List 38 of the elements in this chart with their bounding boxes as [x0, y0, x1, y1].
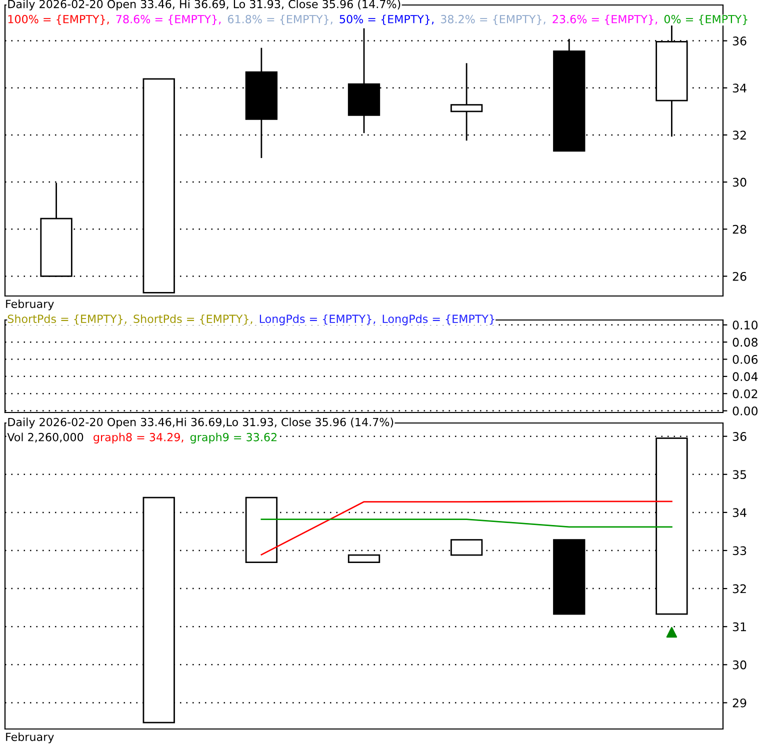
text: graph9 = 33.62	[190, 432, 276, 444]
y-tick-label: 30	[732, 660, 746, 670]
legend-label: 100% = {EMPTY},	[8, 14, 109, 25]
y-tick-label: 0.10	[732, 320, 758, 330]
y-tick-label: 36	[732, 432, 746, 441]
y-tick-label: 0.00	[732, 406, 758, 416]
chart-title: Daily 2026-02-20 Open 33.46,Hi 36.69,Lo 31.93, Close 35.96 (14.7%)	[8, 418, 394, 428]
y-tick-label: 33	[732, 546, 746, 556]
legend-label: 38.2% = {EMPTY},	[440, 14, 546, 25]
text: graph8 = 34.29,	[94, 432, 184, 444]
y-tick-label: 31	[732, 622, 746, 632]
y-tick-label: 32	[732, 130, 746, 140]
y-tick-label: 0.08	[732, 338, 758, 347]
legend-label: 78.6% = {EMPTY},	[116, 14, 221, 25]
y-tick-label: 28	[732, 224, 746, 234]
y-tick-label: 29	[732, 698, 746, 708]
y-tick-label: 30	[732, 178, 746, 187]
x-axis-title: February	[6, 299, 54, 310]
y-tick-label: 34	[732, 84, 746, 93]
y-tick-label: 0.06	[732, 354, 758, 364]
x-axis-title: February	[6, 732, 54, 744]
y-tick-label: 34	[732, 508, 746, 518]
text: Vol 2,260,000	[7, 432, 84, 442]
y-tick-label: 35	[732, 470, 746, 480]
legend-label: LongPds = {EMPTY}	[382, 314, 494, 326]
legend-label: ShortPds = {EMPTY},	[134, 314, 252, 325]
legend-label: 50% = {EMPTY},	[340, 14, 434, 25]
legend-label: ShortPds = {EMPTY},	[8, 314, 126, 325]
y-tick-label: 36	[732, 36, 746, 46]
legend-label: 61.8% = {EMPTY},	[228, 14, 332, 25]
y-tick-label: 0.04	[732, 372, 758, 382]
y-tick-label: 26	[732, 272, 746, 281]
y-tick-label: 32	[732, 584, 746, 594]
legend-label: 23.6% = {EMPTY},	[552, 14, 658, 25]
legend-label: 0% = {EMPTY}	[664, 14, 748, 25]
legend-label: LongPds = {EMPTY},	[260, 314, 376, 326]
y-tick-label: 0.02	[732, 389, 758, 398]
chart-title: Daily 2026-02-20 Open 33.46, Hi 36.69, Lo 31.93, Close 35.96 (14.7%)	[8, 0, 400, 10]
